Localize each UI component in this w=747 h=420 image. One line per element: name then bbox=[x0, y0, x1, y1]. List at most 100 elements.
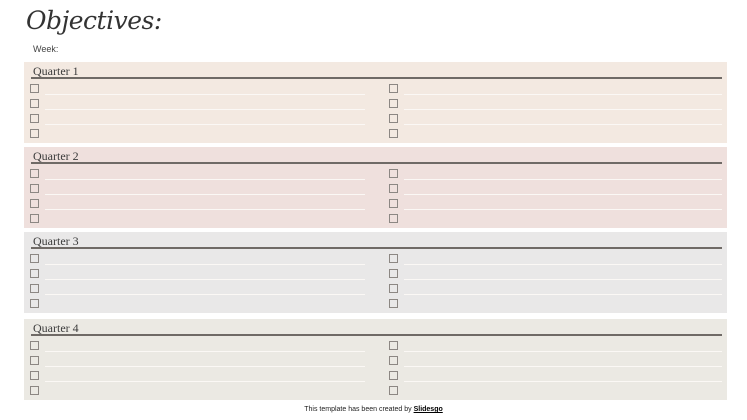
objective-row bbox=[389, 251, 722, 266]
checkbox[interactable] bbox=[389, 84, 398, 93]
objective-row bbox=[30, 338, 365, 353]
write-line[interactable] bbox=[404, 194, 722, 195]
checkbox[interactable] bbox=[389, 129, 398, 138]
checkbox[interactable] bbox=[389, 254, 398, 263]
write-line[interactable] bbox=[404, 294, 722, 295]
write-line[interactable] bbox=[404, 94, 722, 95]
checkbox[interactable] bbox=[30, 114, 39, 123]
footer: This template has been created by Slides… bbox=[0, 406, 747, 413]
write-line[interactable] bbox=[404, 124, 722, 125]
checkbox[interactable] bbox=[30, 386, 39, 395]
checkbox[interactable] bbox=[30, 341, 39, 350]
checkbox[interactable] bbox=[30, 129, 39, 138]
objective-row bbox=[389, 266, 722, 281]
page-title: Objectives: bbox=[26, 6, 162, 35]
quarter-2-section: Quarter 2 bbox=[24, 147, 727, 228]
write-line[interactable] bbox=[45, 279, 365, 280]
objective-row bbox=[389, 81, 722, 96]
write-line[interactable] bbox=[404, 381, 722, 382]
objective-row bbox=[30, 166, 365, 181]
divider bbox=[31, 247, 722, 249]
objective-row bbox=[30, 81, 365, 96]
objective-row bbox=[389, 353, 722, 368]
checkbox[interactable] bbox=[30, 299, 39, 308]
quarter-1-section: Quarter 1 bbox=[24, 62, 727, 143]
objective-row bbox=[30, 353, 365, 368]
quarter-4-section: Quarter 4 bbox=[24, 319, 727, 400]
objective-row bbox=[389, 211, 722, 226]
write-line[interactable] bbox=[404, 351, 722, 352]
objective-row bbox=[30, 383, 365, 398]
objective-row bbox=[30, 251, 365, 266]
divider bbox=[31, 162, 722, 164]
checkbox[interactable] bbox=[30, 356, 39, 365]
quarter-title: Quarter 2 bbox=[33, 149, 79, 163]
write-line[interactable] bbox=[404, 109, 722, 110]
slidesgo-link[interactable]: Slidesgo bbox=[413, 406, 443, 413]
objective-row bbox=[30, 296, 365, 311]
checkbox[interactable] bbox=[389, 184, 398, 193]
checkbox[interactable] bbox=[389, 214, 398, 223]
objective-row bbox=[389, 196, 722, 211]
checkbox[interactable] bbox=[389, 356, 398, 365]
write-line[interactable] bbox=[45, 366, 365, 367]
write-line[interactable] bbox=[45, 264, 365, 265]
checkbox[interactable] bbox=[30, 184, 39, 193]
checkbox[interactable] bbox=[30, 99, 39, 108]
write-line[interactable] bbox=[404, 209, 722, 210]
checkbox[interactable] bbox=[389, 284, 398, 293]
write-line[interactable] bbox=[404, 279, 722, 280]
write-line[interactable] bbox=[404, 366, 722, 367]
checkbox[interactable] bbox=[30, 284, 39, 293]
checkbox[interactable] bbox=[389, 269, 398, 278]
write-line[interactable] bbox=[45, 179, 365, 180]
write-line[interactable] bbox=[45, 351, 365, 352]
write-line[interactable] bbox=[404, 264, 722, 265]
objective-row bbox=[389, 296, 722, 311]
objective-row bbox=[30, 196, 365, 211]
checkbox[interactable] bbox=[389, 199, 398, 208]
divider bbox=[31, 334, 722, 336]
objective-row bbox=[389, 368, 722, 383]
checkbox[interactable] bbox=[389, 114, 398, 123]
checkbox[interactable] bbox=[30, 254, 39, 263]
checkbox[interactable] bbox=[389, 341, 398, 350]
objective-row bbox=[389, 281, 722, 296]
divider bbox=[31, 77, 722, 79]
write-line[interactable] bbox=[45, 94, 365, 95]
objective-row bbox=[30, 211, 365, 226]
objective-row bbox=[389, 338, 722, 353]
checkbox[interactable] bbox=[389, 299, 398, 308]
objective-row bbox=[389, 96, 722, 111]
write-line[interactable] bbox=[45, 381, 365, 382]
checkbox[interactable] bbox=[389, 371, 398, 380]
write-line[interactable] bbox=[45, 124, 365, 125]
quarter-title: Quarter 3 bbox=[33, 234, 79, 248]
footer-text: This template has been created by bbox=[304, 406, 414, 413]
objective-row bbox=[30, 111, 365, 126]
checkbox[interactable] bbox=[389, 169, 398, 178]
objective-row bbox=[30, 266, 365, 281]
write-line[interactable] bbox=[45, 194, 365, 195]
write-line[interactable] bbox=[45, 109, 365, 110]
checkbox[interactable] bbox=[389, 386, 398, 395]
objective-row bbox=[30, 181, 365, 196]
write-line[interactable] bbox=[45, 294, 365, 295]
checkbox[interactable] bbox=[30, 199, 39, 208]
objective-row bbox=[30, 368, 365, 383]
checkbox[interactable] bbox=[30, 214, 39, 223]
week-label: Week: bbox=[33, 44, 59, 54]
objective-row bbox=[30, 126, 365, 141]
checkbox[interactable] bbox=[30, 169, 39, 178]
checkbox[interactable] bbox=[389, 99, 398, 108]
objective-row bbox=[389, 111, 722, 126]
quarter-title: Quarter 4 bbox=[33, 321, 79, 335]
write-line[interactable] bbox=[404, 179, 722, 180]
quarter-title: Quarter 1 bbox=[33, 64, 79, 78]
checkbox[interactable] bbox=[30, 84, 39, 93]
quarter-3-section: Quarter 3 bbox=[24, 232, 727, 313]
write-line[interactable] bbox=[45, 209, 365, 210]
checkbox[interactable] bbox=[30, 371, 39, 380]
checkbox[interactable] bbox=[30, 269, 39, 278]
objective-row bbox=[30, 281, 365, 296]
